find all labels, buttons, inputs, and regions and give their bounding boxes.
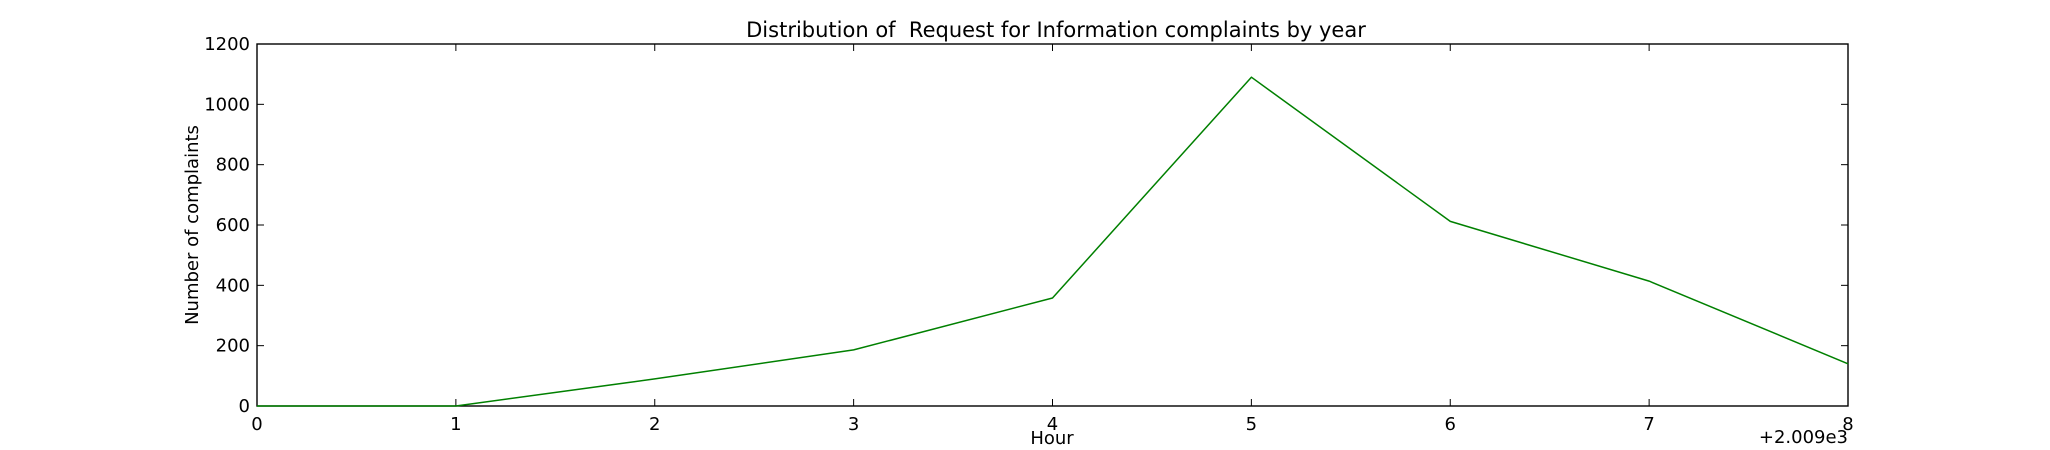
data-point: [851, 347, 857, 353]
x-offset-label: +2.009e3: [1759, 427, 1848, 448]
x-tick-label: 4: [1047, 414, 1058, 435]
y-axis-ticks: 0 200 400 600 800 1000 1200: [204, 34, 1848, 417]
data-point: [453, 403, 459, 409]
data-point: [1845, 361, 1851, 367]
x-axis-label: Hour: [1030, 428, 1074, 449]
x-axis-ticks: 0 1 2 3 4 5 6 7 8: [251, 44, 1854, 435]
data-point: [1447, 218, 1453, 224]
data-point: [1050, 295, 1056, 301]
x-tick-label: 5: [1246, 414, 1257, 435]
y-tick-label: 0: [239, 396, 250, 417]
y-tick-label: 400: [216, 275, 250, 296]
y-tick-label: 200: [216, 336, 250, 357]
data-point: [652, 376, 658, 382]
x-tick-label: 8: [1842, 414, 1853, 435]
y-tick-label: 800: [216, 155, 250, 176]
data-point: [254, 403, 260, 409]
plot-area: 0 200 400 600 800 1000 1200 0 1 2 3 4 5 6 7 8: [204, 34, 1854, 435]
x-tick-label: 2: [649, 414, 660, 435]
x-tick-label: 3: [848, 414, 859, 435]
x-tick-label: 1: [450, 414, 461, 435]
chart-title: Distribution of Request for Information …: [746, 18, 1366, 42]
data-point: [1248, 74, 1254, 80]
y-tick-label: 600: [216, 215, 250, 236]
x-tick-label: 0: [251, 414, 262, 435]
x-tick-label: 7: [1643, 414, 1654, 435]
plot-frame: [256, 43, 1849, 407]
series-layer: [254, 74, 1851, 409]
data-point: [1646, 278, 1652, 284]
y-axis-label: Number of complaints: [182, 125, 203, 325]
y-tick-label: 1000: [204, 94, 250, 115]
series-line-0: [257, 76, 1849, 407]
y-tick-label: 1200: [204, 34, 250, 55]
x-tick-label: 6: [1445, 414, 1456, 435]
